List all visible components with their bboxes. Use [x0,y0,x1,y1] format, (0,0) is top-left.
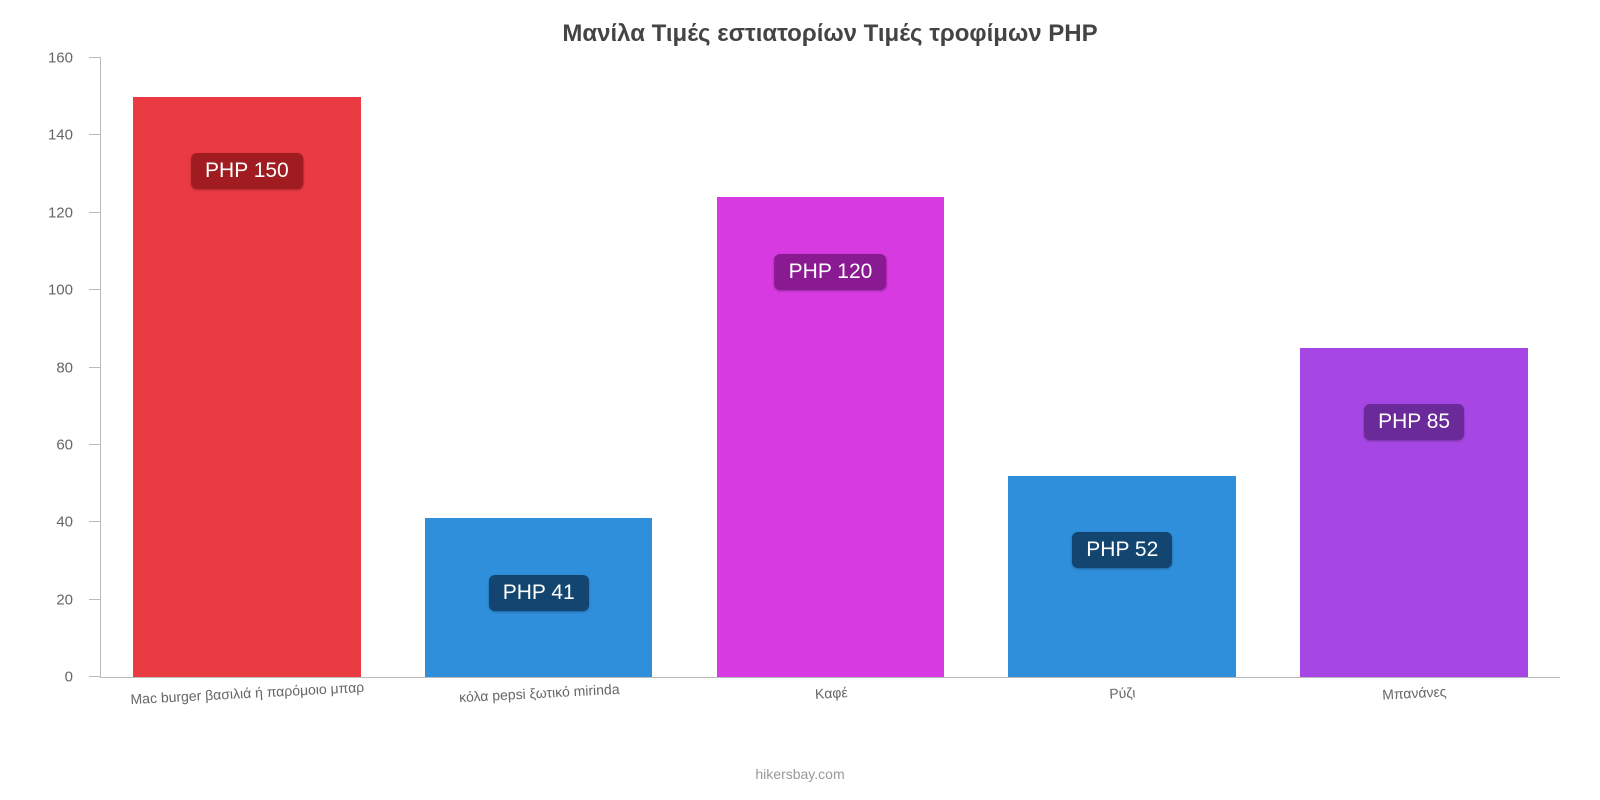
y-tick: 80 [89,367,101,368]
x-axis-labels: Mac burger βασιλιά ή παρόμοιο μπαρκόλα p… [101,685,1560,701]
plot-area: 020406080100120140160 PHP 150PHP 41PHP 1… [100,58,1560,678]
y-tick-label: 160 [48,50,73,67]
bar-value-badge: PHP 85 [1364,404,1464,440]
y-tick: 140 [89,134,101,135]
y-tick: 0 [89,676,101,677]
bar-badge-anchor: PHP 120 [775,254,887,290]
chart-title: Μανίλα Τιμές εστιατορίων Τιμές τροφίμων … [100,20,1560,48]
bar-badge-anchor: PHP 150 [191,153,303,189]
bar [1300,348,1528,677]
y-tick-label: 140 [48,127,73,144]
y-tick: 60 [89,444,101,445]
bar-badge-anchor: PHP 41 [489,575,589,611]
y-tick: 40 [89,521,101,522]
y-tick: 120 [89,212,101,213]
y-tick-label: 60 [56,436,73,453]
bars-container: PHP 150 PHP 41 PHP 120 PHP 52 PHP 85 [101,58,1560,677]
x-axis-label: Μπανάνες [1268,677,1560,708]
y-tick-label: 20 [56,591,73,608]
bar-badge-anchor: PHP 85 [1364,404,1464,440]
y-tick-label: 120 [48,204,73,221]
x-axis-label: Καφέ [685,677,977,708]
y-tick-label: 100 [48,282,73,299]
bar-value-badge: PHP 150 [191,153,303,189]
y-tick: 160 [89,57,101,58]
bar-slot: PHP 52 [976,58,1268,677]
y-tick: 20 [89,599,101,600]
bar-value-badge: PHP 41 [489,575,589,611]
bar-value-badge: PHP 120 [775,254,887,290]
bar-slot: PHP 41 [393,58,685,677]
y-tick-label: 40 [56,514,73,531]
x-axis-label: Mac burger βασιλιά ή παρόμοιο μπαρ [101,677,393,708]
y-tick: 100 [89,289,101,290]
attribution-text: hikersbay.com [755,766,844,782]
y-tick-label: 0 [65,669,73,686]
bar-value-badge: PHP 52 [1072,532,1172,568]
x-axis-label: Ρύζι [977,677,1269,708]
bar-slot: PHP 85 [1268,58,1560,677]
bar-slot: PHP 120 [685,58,977,677]
bar [1008,476,1236,677]
price-bar-chart: Μανίλα Τιμές εστιατορίων Τιμές τροφίμων … [0,0,1600,800]
bar-slot: PHP 150 [101,58,393,677]
x-axis-label: κόλα pepsi ξωτικό mirinda [393,677,685,708]
y-tick-label: 80 [56,359,73,376]
bar-badge-anchor: PHP 52 [1072,532,1172,568]
